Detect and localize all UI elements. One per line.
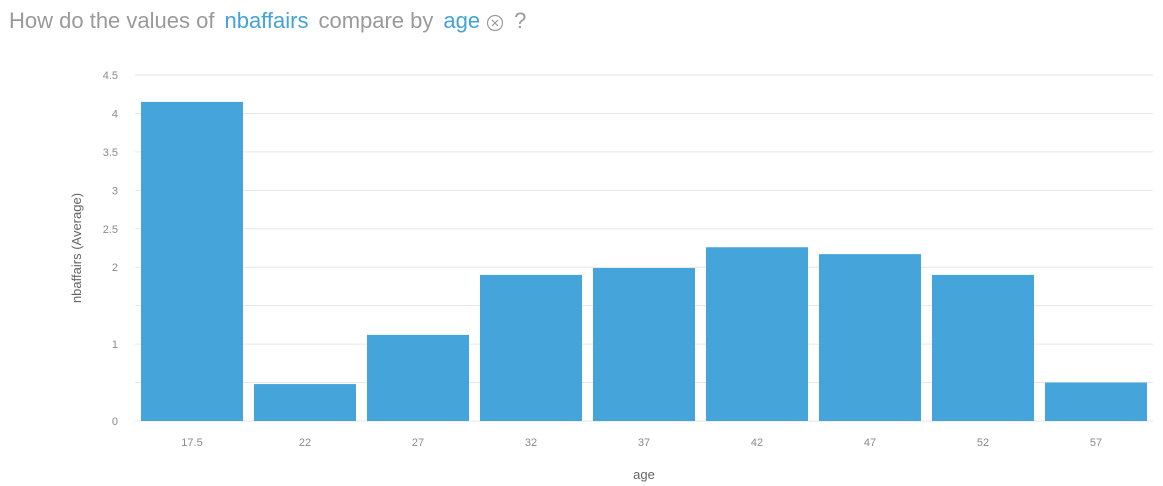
y-tick-label: 3 [112,185,118,197]
bar[interactable] [367,334,469,421]
y-tick-label: 2 [112,262,118,274]
x-tick-label: 52 [977,437,989,449]
bar[interactable] [141,101,243,422]
y-axis-title: nbaffairs (Average) [69,193,84,303]
y-tick-label: 3.5 [103,147,118,159]
dimension-token[interactable]: age [443,8,481,33]
y-tick-label: 4 [112,108,118,120]
bar[interactable] [480,274,582,421]
y-tick-label: 1 [112,339,118,351]
bar[interactable] [1045,382,1147,421]
circle-x-icon[interactable] [486,14,504,32]
bar[interactable] [254,384,356,421]
y-axis-ticks: 0 1 2 2.5 3 3.5 4 4.5 [103,70,118,428]
x-axis-title: age [633,467,655,482]
bars [141,101,1147,422]
x-tick-label: 37 [638,437,650,449]
question-middle: compare by [318,8,434,33]
bar[interactable] [706,247,808,421]
x-tick-label: 27 [412,437,424,449]
x-tick-label: 17.5 [181,437,202,449]
bar[interactable] [932,274,1034,421]
x-tick-label: 42 [751,437,763,449]
x-tick-label: 57 [1090,437,1102,449]
x-axis-ticks: 17.5 22 27 32 37 42 47 52 57 [181,437,1102,449]
y-tick-label: 0 [112,416,118,428]
x-tick-label: 47 [864,437,876,449]
bar[interactable] [819,254,921,421]
question-suffix: ? [514,8,527,33]
y-tick-label: 4.5 [103,70,118,82]
x-tick-label: 22 [299,437,311,449]
question-prefix: How do the values of [9,8,215,33]
question-bar: How do the values of nbaffairs compare b… [9,5,526,37]
x-tick-label: 32 [525,437,537,449]
measure-token[interactable]: nbaffairs [224,8,309,33]
bar[interactable] [593,267,695,421]
y-tick-label: 2.5 [103,224,118,236]
